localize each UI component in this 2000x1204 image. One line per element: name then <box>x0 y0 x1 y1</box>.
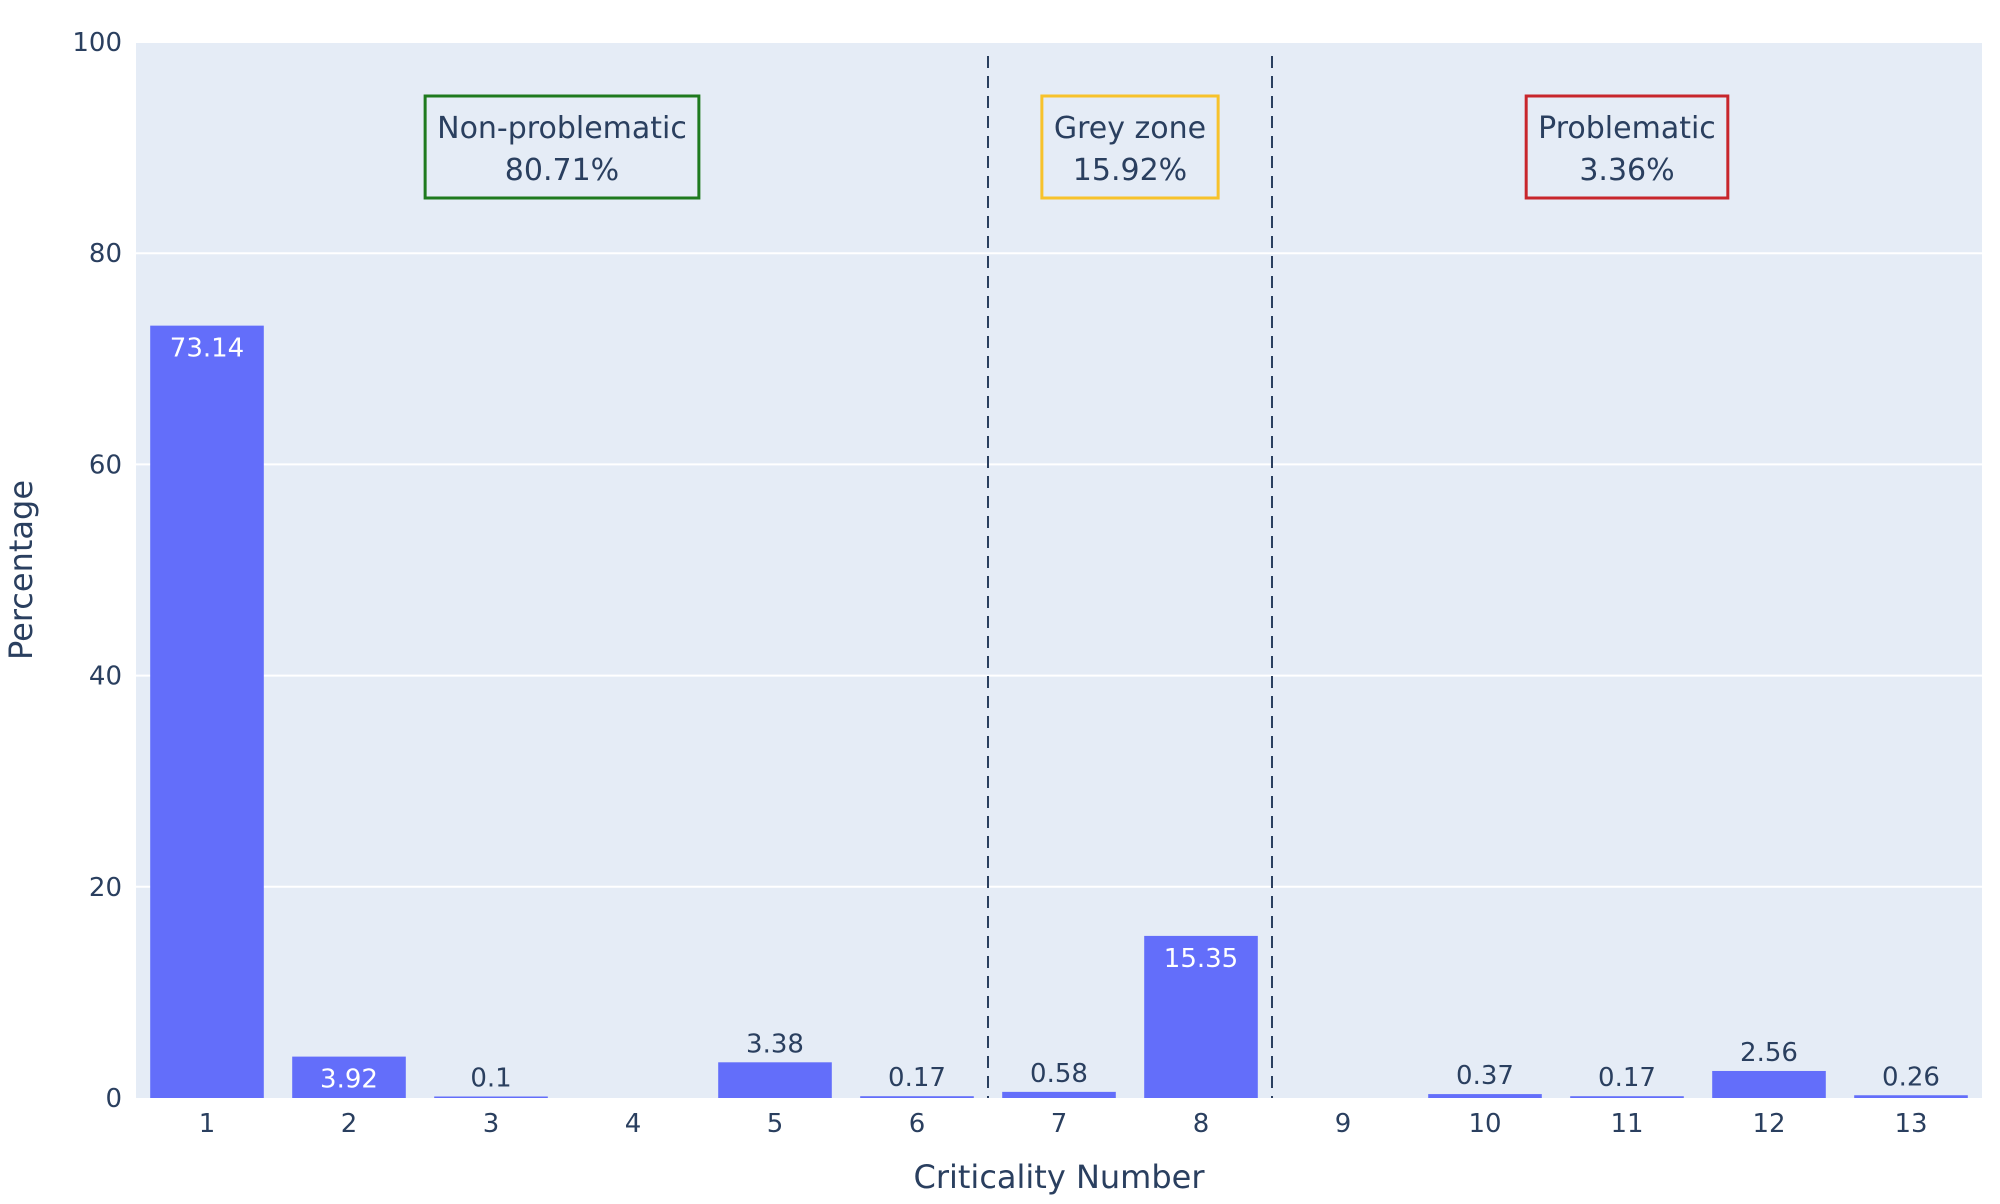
x-tick-label: 10 <box>1468 1109 1501 1139</box>
bar-7 <box>1002 1091 1116 1098</box>
data-label: 0.26 <box>1882 1062 1940 1092</box>
zone-box <box>423 94 701 200</box>
zone-dividers <box>987 56 1273 1098</box>
bar-6 <box>860 1096 974 1098</box>
zone-annotation: Grey zone 15.92% <box>1040 94 1220 200</box>
zone-box <box>1524 94 1730 200</box>
x-tick-label: 8 <box>1193 1109 1210 1139</box>
data-label: 0.58 <box>1030 1059 1088 1089</box>
x-tick-label: 13 <box>1894 1109 1927 1139</box>
zone-label: Problematic <box>1538 111 1716 146</box>
zone-percent: 3.36% <box>1579 153 1674 188</box>
y-axis-title: Percentage <box>2 480 40 660</box>
bar-10 <box>1428 1094 1542 1098</box>
data-label: 15.35 <box>1164 944 1238 974</box>
zone-label: Grey zone <box>1054 111 1206 146</box>
zone-annotations: Non-problematic 80.71% Grey zone 15.92% Prob… <box>423 94 1730 200</box>
data-label: 0.1 <box>470 1064 511 1094</box>
bar-3 <box>434 1096 548 1098</box>
zone-annotation: Non-problematic 80.71% <box>423 94 701 200</box>
data-label: 73.14 <box>170 334 244 364</box>
y-tick-label: 100 <box>72 28 122 58</box>
y-tick-label: 40 <box>89 662 122 692</box>
x-tick-label: 3 <box>483 1109 500 1139</box>
data-label: 0.37 <box>1456 1061 1514 1091</box>
zone-label: Non-problematic <box>437 111 687 146</box>
plot-background <box>136 42 1982 1098</box>
y-tick-label: 0 <box>105 1084 122 1114</box>
x-tick-label: 1 <box>199 1109 216 1139</box>
zone-percent: 80.71% <box>505 153 619 188</box>
bar-5 <box>718 1062 832 1098</box>
x-tick-label: 2 <box>341 1109 358 1139</box>
data-label: 0.17 <box>888 1063 946 1093</box>
gridlines <box>136 41 1982 888</box>
bars: 73.14 3.92 0.1 3.38 0.17 0.58 15.35 0.37 0.17 2.5… <box>150 325 1968 1098</box>
x-axis-title: Criticality Number <box>913 1158 1205 1196</box>
data-label: 3.92 <box>320 1065 378 1095</box>
bar-11 <box>1570 1096 1684 1098</box>
zone-box <box>1040 94 1220 200</box>
y-tick-label: 20 <box>89 873 122 903</box>
x-tick-label: 7 <box>1051 1109 1068 1139</box>
bar-8 <box>1144 935 1258 1098</box>
x-tick-label: 9 <box>1335 1109 1352 1139</box>
bar-13 <box>1854 1095 1968 1098</box>
y-tick-label: 80 <box>89 239 122 269</box>
x-tick-label: 6 <box>909 1109 926 1139</box>
x-tick-label: 4 <box>625 1109 642 1139</box>
x-tick-label: 5 <box>767 1109 784 1139</box>
zone-annotation: Problematic 3.36% <box>1524 94 1730 200</box>
bar-2 <box>292 1056 406 1098</box>
bar-12 <box>1712 1070 1826 1098</box>
x-tick-label: 11 <box>1610 1109 1643 1139</box>
zone-percent: 15.92% <box>1073 153 1187 188</box>
data-label: 3.38 <box>746 1029 804 1059</box>
data-label: 0.17 <box>1598 1063 1656 1093</box>
x-tick-label: 12 <box>1752 1109 1785 1139</box>
y-tick-label: 60 <box>89 450 122 480</box>
data-label: 2.56 <box>1740 1038 1798 1068</box>
bar-1 <box>150 325 264 1098</box>
